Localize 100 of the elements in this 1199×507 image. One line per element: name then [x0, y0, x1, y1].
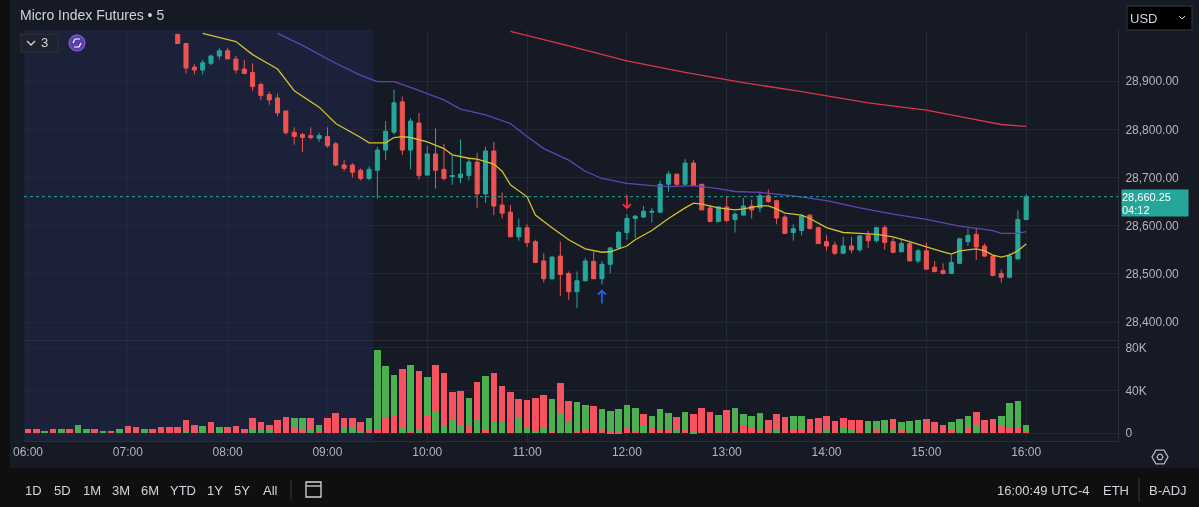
y-tick-label: 0 [1125, 426, 1133, 441]
ref-line-label: 28,660.25 [1122, 190, 1171, 203]
annotation: 3 [41, 35, 49, 50]
bar [233, 426, 239, 433]
candlestick [1006, 252, 1013, 279]
bar [524, 400, 530, 427]
candlestick [225, 47, 231, 60]
bar [266, 429, 273, 433]
bar [665, 413, 672, 429]
candlestick [441, 143, 447, 181]
candlestick [275, 93, 281, 117]
candlestick [898, 238, 904, 253]
candlestick [682, 158, 688, 187]
candlestick [957, 237, 963, 265]
candlestick [541, 252, 547, 284]
bar [757, 413, 763, 429]
text: 04:12 [1122, 203, 1150, 216]
bar [416, 371, 422, 429]
bar [807, 419, 813, 433]
text: 5D [54, 483, 71, 498]
bar [366, 418, 372, 429]
bar [391, 415, 397, 433]
candlestick [807, 213, 813, 231]
bar [241, 429, 248, 433]
bar [191, 425, 198, 433]
bar [707, 412, 713, 433]
candlestick [241, 59, 247, 75]
bar [482, 429, 489, 433]
bar [657, 409, 663, 430]
bar [307, 418, 314, 429]
candlestick [291, 126, 297, 146]
bar [25, 429, 31, 433]
bar [582, 405, 589, 429]
y-tick-label: 40K [1125, 383, 1147, 398]
y-tick-label: 28,400.00 [1125, 315, 1180, 330]
candlestick [591, 251, 597, 280]
candlestick [491, 141, 497, 216]
bar [657, 430, 663, 433]
bar [499, 386, 505, 422]
bar [258, 429, 264, 433]
bar [307, 429, 314, 433]
bar [624, 427, 630, 433]
candlestick [566, 271, 572, 301]
candlestick [815, 226, 821, 245]
bar [491, 373, 497, 422]
candlestick [607, 246, 613, 274]
bar [491, 422, 497, 433]
candlestick [641, 205, 647, 219]
candlestick [948, 254, 954, 274]
candlestick [940, 262, 946, 275]
bar [1015, 427, 1021, 433]
text: 6M [141, 483, 160, 498]
candlestick [998, 269, 1004, 284]
bar [649, 416, 655, 427]
candlestick [790, 223, 796, 242]
bar [158, 427, 164, 433]
y-tick-label: 28,600.00 [1125, 218, 1180, 233]
candlestick [549, 255, 555, 281]
candlestick [990, 255, 996, 277]
candlestick [557, 241, 563, 297]
x-tick-label: 09:00 [312, 445, 343, 460]
bar [948, 429, 955, 433]
bar [50, 429, 56, 433]
bar [965, 427, 971, 433]
x-tick-label: 12:00 [611, 445, 643, 460]
x-tick-label: 08:00 [212, 445, 243, 460]
bar [832, 421, 838, 433]
text: YTD [170, 483, 196, 498]
candlestick [599, 260, 605, 286]
bar [416, 429, 422, 433]
bar [466, 425, 472, 433]
candlestick [574, 271, 580, 309]
bar [599, 409, 605, 430]
bar [149, 429, 156, 433]
candlestick [907, 241, 913, 262]
bar [640, 414, 647, 425]
candlestick [649, 207, 655, 223]
bar [865, 421, 871, 433]
candlestick [799, 213, 805, 236]
candlestick [283, 110, 289, 136]
bar [474, 419, 480, 433]
candlestick [408, 117, 414, 170]
candlestick [973, 227, 979, 261]
bar [1023, 425, 1029, 431]
text: ETH [1103, 483, 1129, 498]
bar [125, 426, 131, 433]
candlestick [466, 157, 472, 181]
candlestick [516, 218, 522, 242]
bar [782, 417, 788, 433]
bar [499, 422, 505, 433]
bar [224, 427, 231, 433]
candlestick [258, 82, 264, 101]
candlestick [690, 159, 697, 187]
candlestick [191, 63, 197, 75]
candlestick [358, 167, 364, 181]
bar [441, 373, 447, 425]
bar [773, 429, 780, 433]
bar [391, 375, 397, 415]
bar [940, 425, 946, 433]
candlestick [616, 230, 622, 250]
